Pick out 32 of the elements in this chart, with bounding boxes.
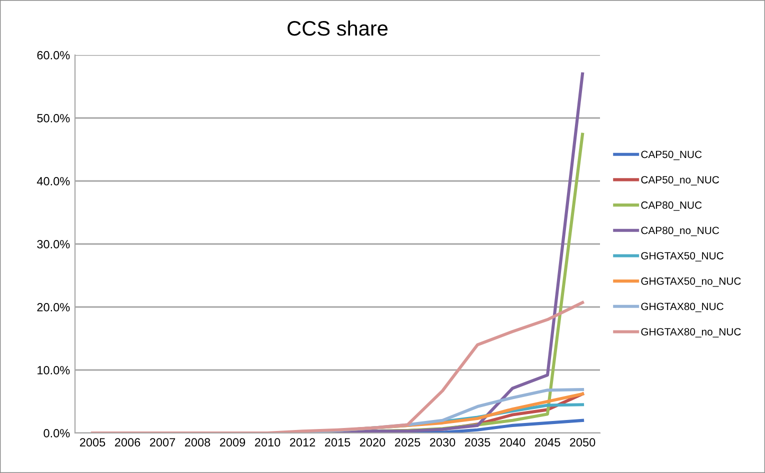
x-tick-label: 2006 <box>114 438 140 447</box>
legend-label: GHGTAX50_no_NUC <box>641 277 741 287</box>
legend-label: CAP50_no_NUC <box>641 176 720 186</box>
x-tick-label: 2009 <box>220 438 246 447</box>
legend-label: CAP80_NUC <box>641 201 702 211</box>
x-tick-label: 2035 <box>464 438 490 447</box>
chart-title: CCS share <box>288 20 388 36</box>
x-tick-label: 2005 <box>80 438 106 447</box>
line-series <box>90 301 584 433</box>
y-tick-label: 20.0% <box>37 303 70 312</box>
legend-label: CAP80_no_NUC <box>641 226 720 236</box>
y-tick-label: 60.0% <box>37 51 70 60</box>
x-tick-label: 2015 <box>324 438 350 447</box>
y-tick-label: 0.0% <box>44 429 70 438</box>
x-tick-label: 2010 <box>254 438 280 447</box>
x-tick-label: 2007 <box>150 438 176 447</box>
x-tick-label: 2012 <box>290 438 316 447</box>
x-tick-label: 2040 <box>500 438 526 447</box>
y-tick-label: 10.0% <box>38 366 70 374</box>
legend-label: GHGTAX80_no_NUC <box>641 328 741 338</box>
legend-label: CAP50_NUC <box>641 150 702 160</box>
x-tick-label: 2008 <box>184 438 210 447</box>
x-tick-label: 2025 <box>394 438 420 447</box>
legend-label: GHGTAX80_NUC <box>641 302 724 312</box>
x-tick-label: 2030 <box>430 438 456 447</box>
y-tick-label: 30.0% <box>37 240 70 248</box>
x-tick-label: 2045 <box>534 438 560 447</box>
legend-label: GHGTAX50_NUC <box>641 252 724 262</box>
x-tick-label: 2020 <box>360 438 386 447</box>
y-tick-label: 40.0% <box>36 177 70 186</box>
x-tick-label: 2050 <box>570 438 596 447</box>
y-tick-label: 50.0% <box>37 114 70 122</box>
